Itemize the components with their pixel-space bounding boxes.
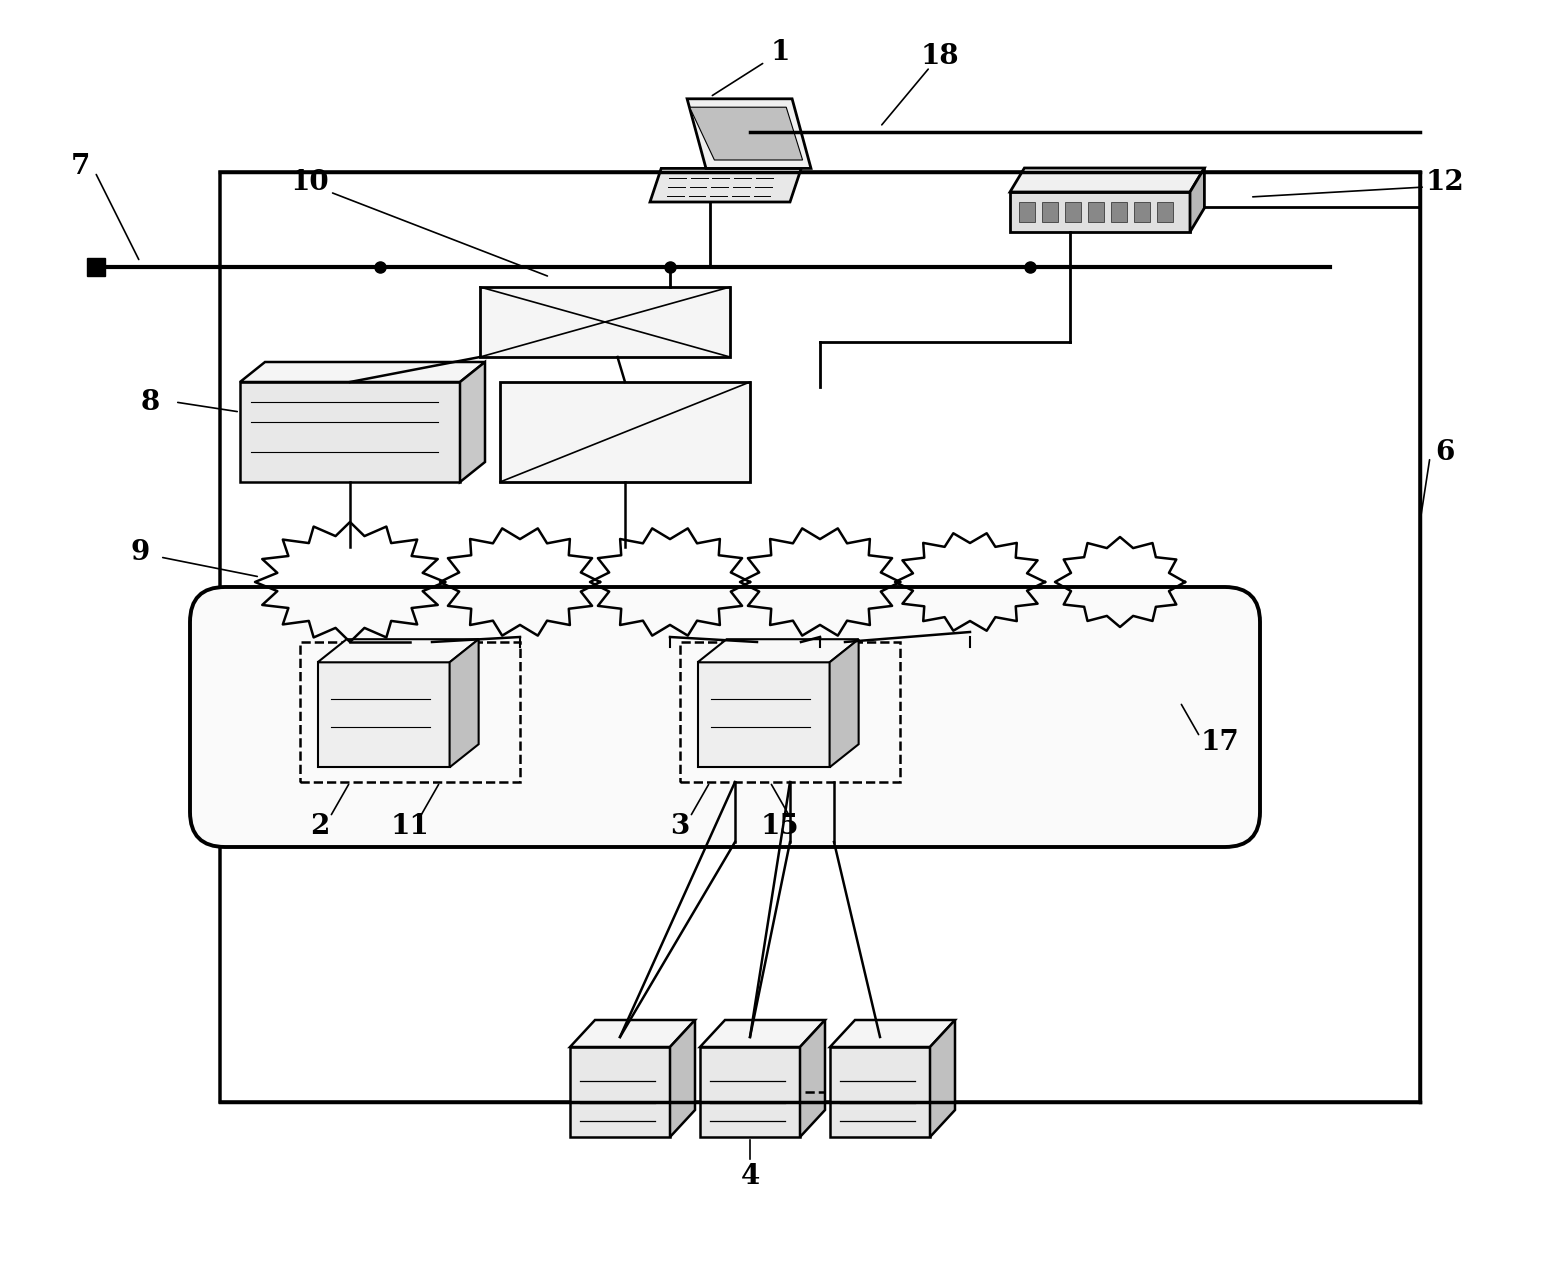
Polygon shape xyxy=(700,1020,825,1047)
Text: 4: 4 xyxy=(740,1164,760,1191)
Polygon shape xyxy=(240,382,461,482)
Text: 3: 3 xyxy=(670,814,690,841)
Text: 10: 10 xyxy=(290,168,329,196)
Text: 6: 6 xyxy=(1435,439,1455,466)
Polygon shape xyxy=(830,1020,955,1047)
Polygon shape xyxy=(318,663,450,767)
Polygon shape xyxy=(690,107,802,160)
Text: 8: 8 xyxy=(141,388,160,416)
FancyBboxPatch shape xyxy=(1089,202,1104,223)
Polygon shape xyxy=(800,1020,825,1137)
Text: 11: 11 xyxy=(391,814,430,841)
FancyBboxPatch shape xyxy=(191,586,1259,847)
Text: 17: 17 xyxy=(1200,729,1239,756)
Polygon shape xyxy=(1010,168,1205,192)
FancyBboxPatch shape xyxy=(1111,202,1128,223)
Text: 12: 12 xyxy=(1425,168,1464,196)
Polygon shape xyxy=(571,1047,670,1137)
Text: 18: 18 xyxy=(921,43,960,70)
Polygon shape xyxy=(650,168,802,202)
Polygon shape xyxy=(687,99,811,168)
FancyBboxPatch shape xyxy=(479,287,731,357)
Polygon shape xyxy=(670,1020,695,1137)
Polygon shape xyxy=(698,640,859,663)
Text: 9: 9 xyxy=(130,538,149,566)
Polygon shape xyxy=(461,363,485,482)
FancyBboxPatch shape xyxy=(87,258,105,276)
Polygon shape xyxy=(830,1047,931,1137)
FancyBboxPatch shape xyxy=(1134,202,1151,223)
Text: 2: 2 xyxy=(310,814,330,841)
FancyBboxPatch shape xyxy=(1157,202,1174,223)
FancyBboxPatch shape xyxy=(1019,202,1035,223)
Text: 15: 15 xyxy=(760,814,799,841)
Polygon shape xyxy=(698,663,830,767)
Polygon shape xyxy=(931,1020,955,1137)
FancyBboxPatch shape xyxy=(1066,202,1081,223)
Polygon shape xyxy=(240,363,485,382)
FancyBboxPatch shape xyxy=(499,382,751,482)
Polygon shape xyxy=(1010,192,1190,232)
Polygon shape xyxy=(1190,168,1205,232)
Text: 1: 1 xyxy=(771,38,789,65)
Polygon shape xyxy=(318,640,479,663)
Polygon shape xyxy=(700,1047,800,1137)
Polygon shape xyxy=(830,640,859,767)
Polygon shape xyxy=(571,1020,695,1047)
Polygon shape xyxy=(450,640,479,767)
FancyBboxPatch shape xyxy=(1042,202,1058,223)
Text: 7: 7 xyxy=(70,154,90,181)
